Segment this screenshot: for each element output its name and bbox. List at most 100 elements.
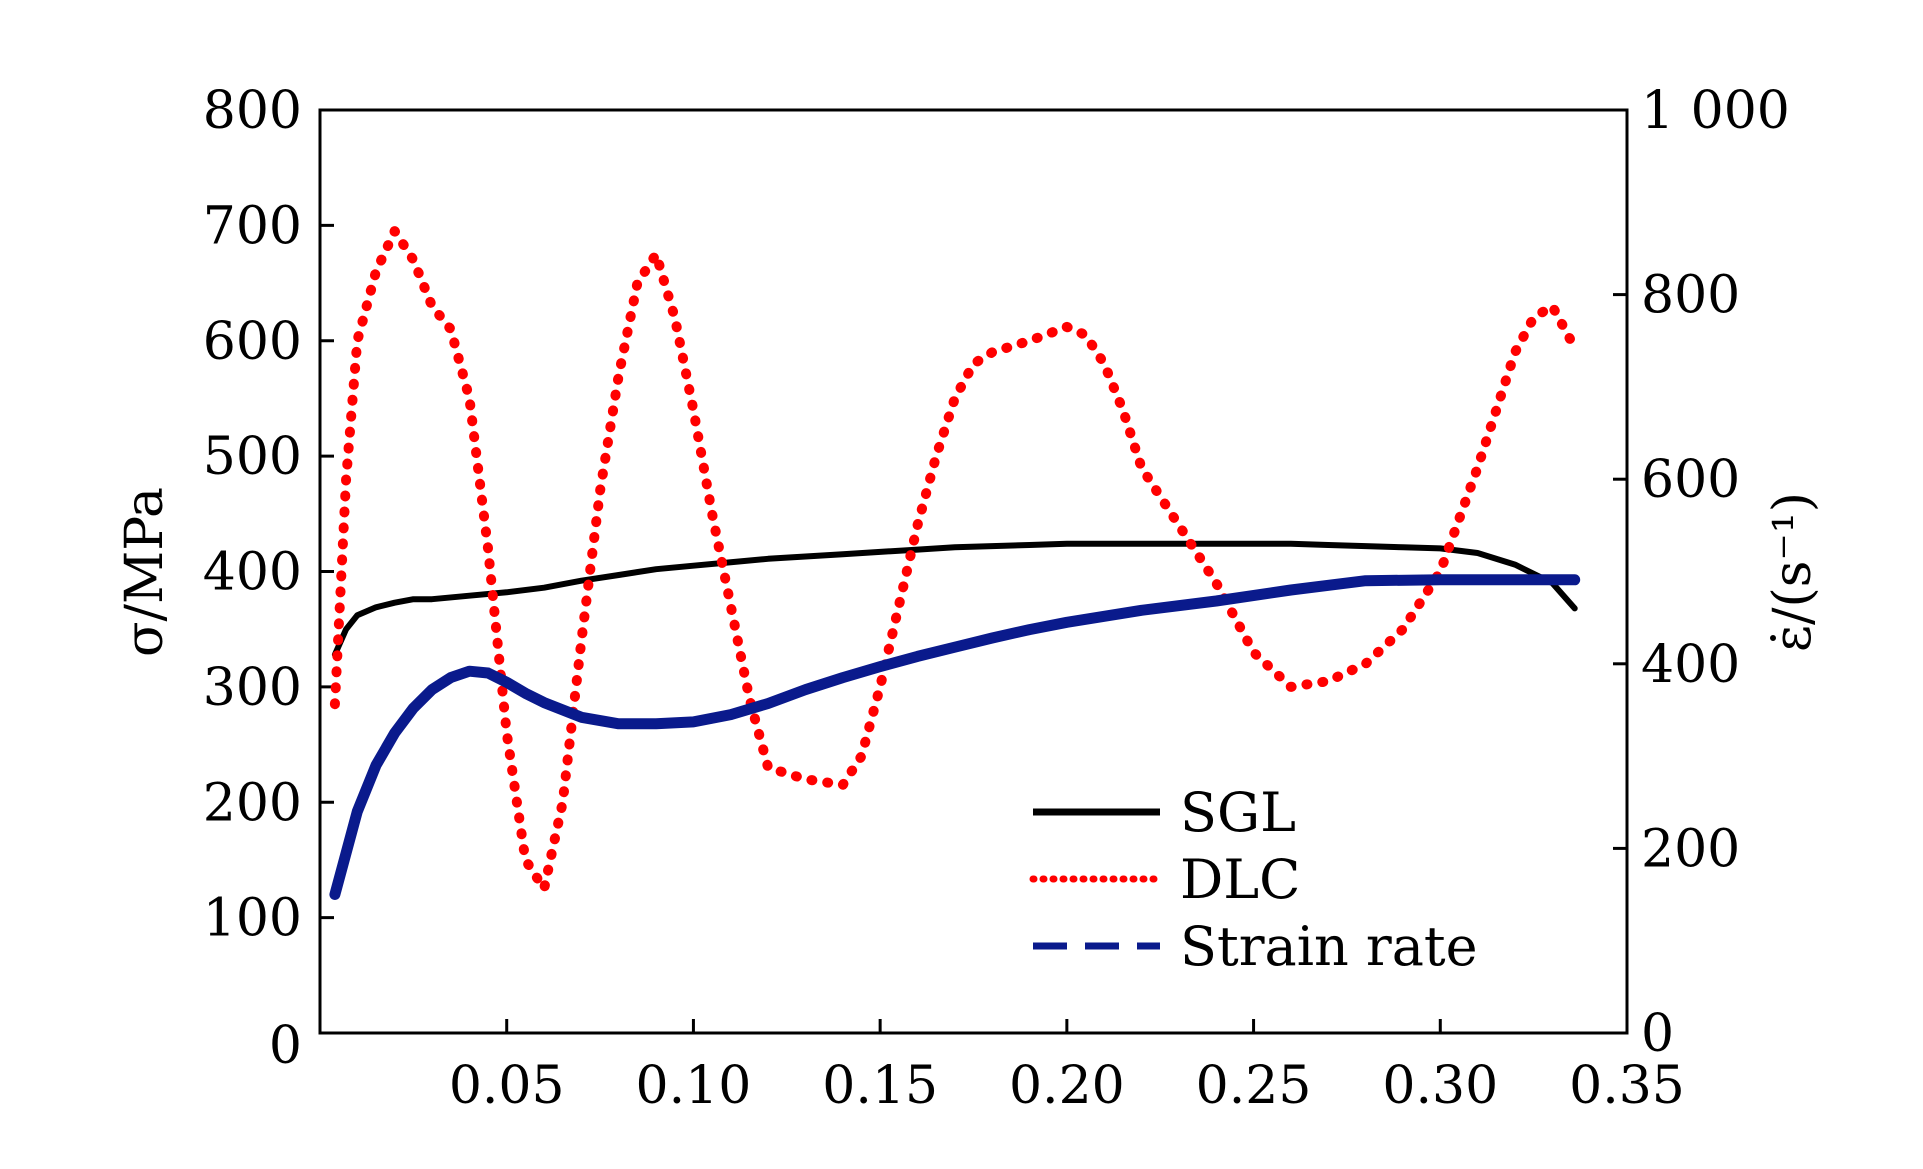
y-left-tick-label: 500 <box>203 427 302 487</box>
y-left-tick-label: 700 <box>203 196 302 256</box>
data-point-strain-rate <box>693 721 694 722</box>
data-point-strain-rate <box>506 682 507 683</box>
data-point-strain-rate <box>525 693 526 694</box>
data-point-strain-rate <box>1514 579 1515 580</box>
data-point-dlc <box>1552 306 1553 307</box>
data-point-dlc <box>1402 629 1403 630</box>
data-point-dlc <box>506 733 507 734</box>
legend-label-strain-rate: Strain rate <box>1180 915 1478 978</box>
data-point-strain-rate <box>488 673 489 674</box>
data-point-dlc <box>693 409 694 410</box>
data-point-dlc <box>450 329 451 330</box>
data-point-sgl <box>805 556 806 557</box>
y-right-tick-label: 600 <box>1641 450 1740 510</box>
data-point-dlc <box>488 548 489 549</box>
data-point-strain-rate <box>413 708 414 709</box>
data-point-dlc <box>917 525 918 526</box>
data-point-strain-rate <box>917 656 918 657</box>
data-point-dlc <box>712 513 713 514</box>
data-point-sgl <box>1141 543 1142 544</box>
data-point-dlc <box>1290 686 1291 687</box>
y-right-tick-label: 400 <box>1641 635 1740 695</box>
data-point-dlc <box>1216 583 1217 584</box>
data-point-dlc <box>1141 467 1142 468</box>
data-point-strain-rate <box>1574 579 1575 580</box>
data-point-dlc <box>1365 663 1366 664</box>
data-point-dlc <box>394 231 395 232</box>
x-axis-ticks: 0.05 0.10 0.15 0.20 0.25 0.30 0.35 <box>449 1019 1685 1116</box>
data-point-strain-rate <box>842 677 843 678</box>
data-point-dlc <box>898 606 899 607</box>
data-point-dlc <box>637 283 638 284</box>
data-point-dlc <box>1328 681 1329 682</box>
data-point-strain-rate <box>432 689 433 690</box>
data-point-dlc <box>805 779 806 780</box>
data-point-strain-rate <box>346 853 347 854</box>
data-point-dlc <box>656 254 657 255</box>
data-point-sgl <box>618 574 619 575</box>
series-layer <box>329 226 1581 900</box>
data-point-dlc <box>749 698 750 699</box>
data-point-sgl <box>1440 548 1441 549</box>
y-right-tick-label: 800 <box>1641 266 1740 326</box>
data-point-sgl <box>1514 564 1515 565</box>
data-point-strain-rate <box>768 703 769 704</box>
data-point-sgl <box>917 549 918 550</box>
data-point-dlc <box>544 888 545 889</box>
data-point-dlc <box>1122 409 1123 410</box>
data-point-dlc <box>730 606 731 607</box>
data-point-dlc <box>861 756 862 757</box>
data-point-dlc <box>674 317 675 318</box>
x-tick-label: 0.30 <box>1382 1056 1498 1116</box>
x-tick-label: 0.20 <box>1009 1056 1125 1116</box>
data-point-sgl <box>432 599 433 600</box>
x-tick-label: 0.15 <box>822 1056 938 1116</box>
data-point-dlc <box>880 686 881 687</box>
x-tick-label: 0.35 <box>1569 1056 1685 1116</box>
data-point-dlc <box>1477 467 1478 468</box>
data-point-dlc <box>525 859 526 860</box>
data-point-strain-rate <box>450 677 451 678</box>
data-point-strain-rate <box>357 811 358 812</box>
data-point-sgl <box>1066 543 1067 544</box>
y-left-axis-ticks: 0 100 200 300 400 500 600 700 800 <box>203 81 334 1076</box>
data-point-dlc <box>954 398 955 399</box>
data-point-strain-rate <box>1029 629 1030 630</box>
data-point-sgl <box>693 565 694 566</box>
data-point-strain-rate <box>656 723 657 724</box>
data-point-strain-rate <box>1066 622 1067 623</box>
legend-label-sgl: SGL <box>1180 781 1296 844</box>
data-point-strain-rate <box>376 765 377 766</box>
y-left-tick-label: 800 <box>203 81 302 141</box>
data-point-dlc <box>936 456 937 457</box>
data-point-sgl <box>1574 608 1575 609</box>
data-point-strain-rate <box>1440 579 1441 580</box>
data-point-dlc <box>357 340 358 341</box>
data-point-dlc <box>432 306 433 307</box>
data-point-dlc <box>1253 652 1254 653</box>
data-point-sgl <box>346 629 347 630</box>
data-point-sgl <box>1290 543 1291 544</box>
data-point-sgl <box>506 592 507 593</box>
data-point-dlc <box>1496 409 1497 410</box>
data-point-strain-rate <box>544 702 545 703</box>
data-point-strain-rate <box>394 733 395 734</box>
data-point-dlc <box>562 802 563 803</box>
x-tick-label: 0.05 <box>449 1056 565 1116</box>
data-point-sgl <box>1216 543 1217 544</box>
data-point-dlc <box>1570 340 1571 341</box>
data-point-strain-rate <box>730 714 731 715</box>
data-point-sgl <box>1365 546 1366 547</box>
series-line-strain-rate <box>329 574 1581 900</box>
x-tick-label: 0.25 <box>1196 1056 1312 1116</box>
data-point-strain-rate <box>992 637 993 638</box>
data-point-dlc <box>973 363 974 364</box>
data-point-dlc <box>992 352 993 353</box>
data-point-dlc <box>768 767 769 768</box>
y-left-axis-title: σ/MPa <box>115 487 175 657</box>
data-point-sgl <box>544 587 545 588</box>
data-point-sgl <box>954 547 955 548</box>
data-point-strain-rate <box>469 671 470 672</box>
